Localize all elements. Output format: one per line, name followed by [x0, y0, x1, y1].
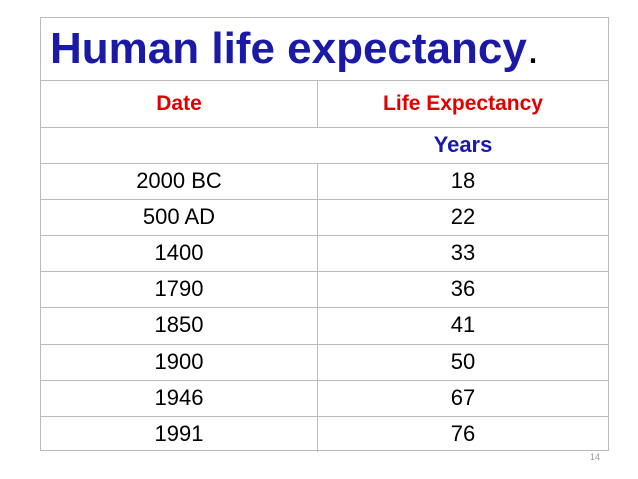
row-line: [41, 343, 608, 345]
row-line: [41, 235, 608, 237]
value-cell: 36: [450, 276, 476, 302]
page-number: 14: [589, 452, 600, 462]
value-cell: 50: [450, 348, 476, 374]
date-cell: 1850: [154, 312, 204, 338]
date-cell: 1946: [154, 384, 204, 410]
date-cell: 1790: [154, 276, 204, 302]
unit-cell: Years: [433, 132, 493, 157]
value-cell: 76: [450, 420, 476, 446]
row-line: [41, 271, 608, 273]
row-line: [41, 199, 608, 201]
row-line: [41, 163, 608, 164]
title-period: .: [526, 24, 540, 73]
row-line: [41, 127, 608, 128]
date-cell: 1400: [154, 240, 204, 266]
header-cell: Life Expectancy: [383, 92, 543, 115]
row-line: [41, 415, 608, 417]
value-cell: 18: [450, 168, 476, 193]
row-line: [41, 80, 608, 81]
title-text: Human life expectancy: [50, 24, 527, 73]
value-cell: 41: [450, 312, 476, 338]
row-line: [41, 379, 608, 381]
date-cell: 1900: [154, 348, 204, 374]
title: Human life expectancy.: [50, 20, 539, 78]
date-cell: 1991: [154, 420, 204, 446]
value-cell: 22: [450, 204, 476, 230]
header-cell: Date: [156, 92, 202, 115]
date-cell: 500 AD: [142, 204, 216, 230]
table-frame: [40, 17, 609, 451]
row-line: [41, 307, 608, 309]
value-cell: 67: [450, 384, 476, 410]
value-cell: 33: [450, 240, 476, 266]
date-cell: 2000 BC: [136, 168, 222, 193]
column-line: [317, 80, 318, 127]
